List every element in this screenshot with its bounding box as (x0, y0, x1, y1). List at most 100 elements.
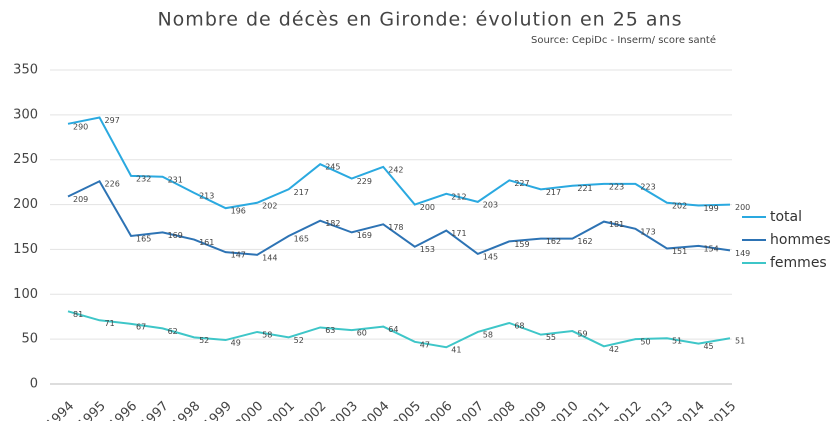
y-tick-label: 50 (21, 332, 38, 347)
data-label: 213 (199, 191, 214, 200)
data-label: 297 (105, 116, 120, 125)
x-tick-label: 2009 (516, 399, 550, 421)
legend-label: femmes (770, 255, 827, 271)
data-label: 178 (388, 223, 403, 232)
data-label: 63 (325, 326, 335, 335)
data-label: 165 (136, 234, 151, 243)
data-label: 223 (640, 182, 655, 191)
data-label: 51 (735, 337, 745, 346)
data-label: 209 (73, 195, 88, 204)
x-tick-label: 1996 (106, 399, 140, 421)
x-tick-label: 2002 (295, 399, 329, 421)
data-label: 217 (294, 188, 309, 197)
data-label: 200 (735, 203, 750, 212)
y-tick-label: 100 (13, 287, 38, 302)
data-label: 169 (357, 231, 372, 240)
data-label: 68 (514, 321, 524, 330)
data-label: 231 (168, 175, 183, 184)
data-label: 161 (199, 238, 214, 247)
x-tick-label: 2013 (642, 399, 676, 421)
x-tick-label: 1995 (75, 399, 109, 421)
data-label: 59 (577, 330, 587, 339)
data-label: 51 (672, 337, 682, 346)
x-tick-label: 1997 (138, 399, 172, 421)
data-label: 226 (105, 180, 120, 189)
data-label: 182 (325, 219, 340, 228)
x-tick-label: 2011 (579, 399, 613, 421)
data-label: 200 (420, 203, 435, 212)
legend-label: total (770, 209, 802, 225)
x-tick-label: 2008 (485, 399, 519, 421)
data-label: 67 (136, 322, 146, 331)
data-label: 199 (703, 204, 718, 213)
x-tick-label: 1994 (43, 399, 77, 421)
x-tick-label: 2000 (232, 399, 266, 421)
y-tick-label: 300 (13, 107, 38, 122)
data-label: 232 (136, 174, 151, 183)
data-label: 58 (483, 330, 493, 339)
data-label: 181 (609, 220, 624, 229)
data-label: 60 (357, 329, 367, 338)
chart-subtitle: Source: CepiDc - Inserm/ score santé (531, 34, 716, 46)
data-label: 221 (577, 184, 592, 193)
data-label: 144 (262, 253, 277, 262)
data-label: 227 (514, 179, 529, 188)
data-label: 245 (325, 163, 340, 172)
data-label: 55 (546, 333, 556, 342)
x-tick-label: 2007 (453, 399, 487, 421)
data-label: 52 (199, 336, 209, 345)
data-label: 41 (451, 346, 461, 355)
data-label: 64 (388, 325, 398, 334)
x-tick-label: 1998 (169, 399, 203, 421)
data-label: 290 (73, 122, 88, 131)
data-label: 196 (231, 207, 246, 216)
data-label: 47 (420, 340, 430, 349)
data-label: 162 (546, 237, 561, 246)
data-label: 151 (672, 247, 687, 256)
data-label: 49 (231, 339, 241, 348)
x-tick-label: 2001 (264, 399, 298, 421)
series-line (67, 310, 731, 349)
data-label: 159 (514, 240, 529, 249)
x-tick-label: 2012 (611, 399, 645, 421)
data-label: 149 (735, 249, 750, 258)
data-label: 162 (577, 237, 592, 246)
data-label: 62 (168, 327, 178, 336)
data-label: 202 (672, 201, 687, 210)
data-label: 212 (451, 192, 466, 201)
data-label: 217 (546, 188, 561, 197)
data-label: 154 (703, 244, 718, 253)
x-tick-label: 2014 (674, 399, 708, 421)
series-line (67, 179, 731, 256)
x-tick-label: 2006 (422, 399, 456, 421)
data-label: 145 (483, 252, 498, 261)
y-tick-label: 0 (30, 377, 38, 392)
data-label: 229 (357, 177, 372, 186)
data-label: 202 (262, 201, 277, 210)
series-line (67, 116, 731, 210)
data-label: 242 (388, 165, 403, 174)
data-label: 165 (294, 234, 309, 243)
data-label: 71 (105, 319, 115, 328)
x-tick-label: 2003 (327, 399, 361, 421)
data-label: 52 (294, 336, 304, 345)
x-tick-label: 2005 (390, 399, 424, 421)
data-label: 173 (640, 227, 655, 236)
y-tick-label: 150 (13, 242, 38, 257)
data-label: 171 (451, 229, 466, 238)
data-label: 81 (73, 310, 83, 319)
data-label: 147 (231, 251, 246, 260)
data-label: 203 (483, 200, 498, 209)
y-tick-label: 350 (13, 63, 38, 78)
y-tick-label: 200 (13, 197, 38, 212)
x-tick-label: 2010 (548, 399, 582, 421)
x-tick-label: 2015 (705, 399, 739, 421)
data-label: 169 (168, 231, 183, 240)
y-tick-label: 250 (13, 152, 38, 167)
data-label: 45 (703, 342, 713, 351)
legend-label: hommes (770, 232, 831, 248)
chart-title: Nombre de décès en Gironde: évolution en… (157, 9, 682, 31)
x-tick-label: 2004 (359, 399, 393, 421)
